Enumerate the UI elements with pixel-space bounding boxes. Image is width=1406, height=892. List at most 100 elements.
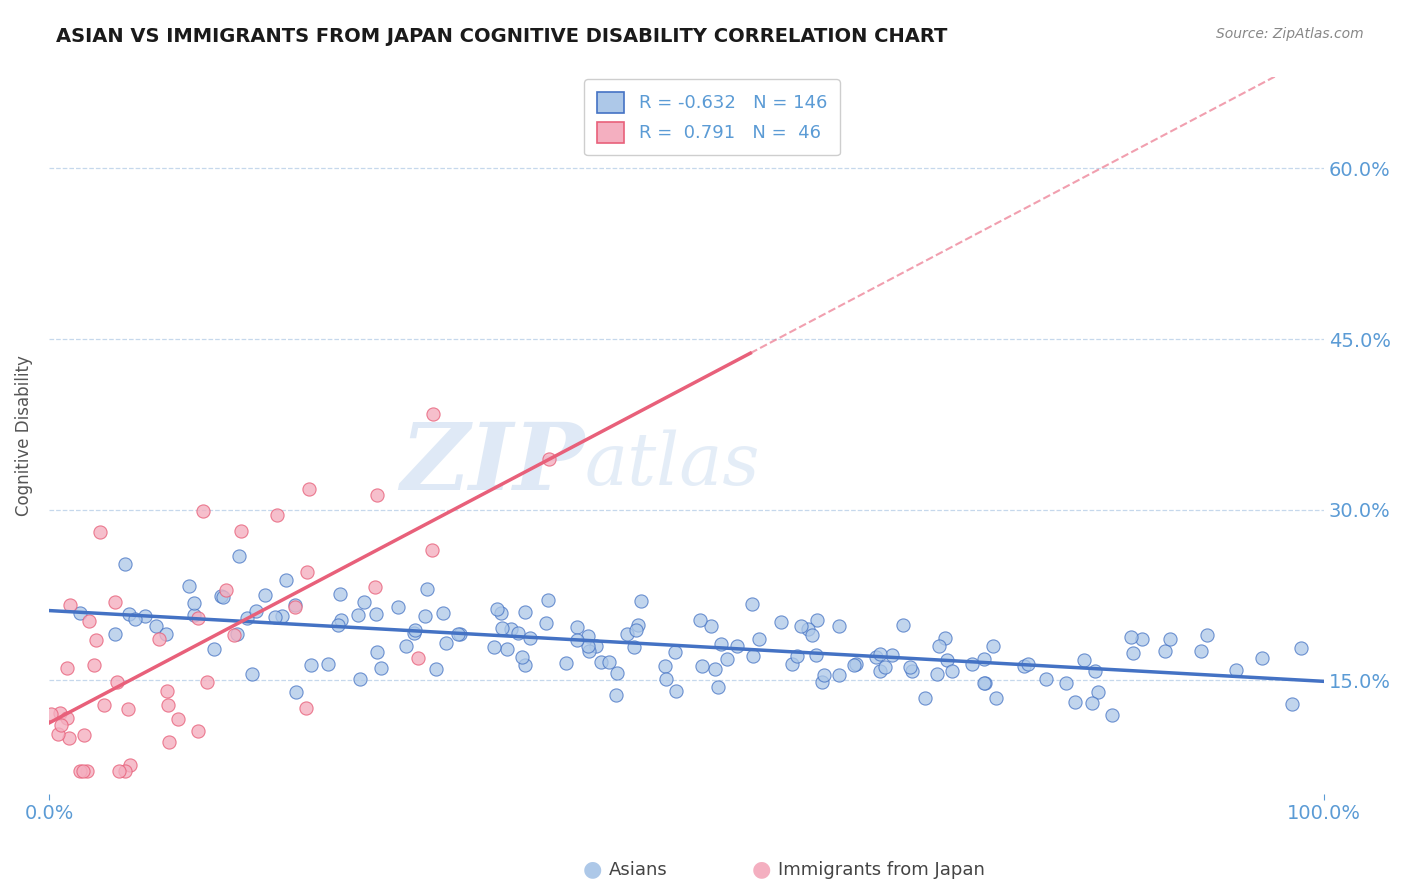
Point — [404, 623, 426, 637]
Point — [326, 617, 349, 632]
Point — [117, 702, 139, 716]
Point — [811, 674, 834, 689]
Point — [742, 648, 765, 663]
Point — [364, 580, 387, 594]
Point — [349, 673, 371, 687]
Point — [118, 607, 141, 621]
Point — [157, 735, 180, 749]
Point — [370, 661, 392, 675]
Point — [271, 609, 294, 624]
Point — [1081, 697, 1104, 711]
Point — [366, 645, 388, 659]
Point — [434, 636, 457, 650]
Point — [936, 653, 959, 667]
Point — [927, 667, 949, 681]
Point — [209, 590, 232, 604]
Point — [118, 758, 141, 772]
Point — [228, 549, 250, 564]
Point — [1251, 650, 1274, 665]
Point — [567, 633, 589, 648]
Point — [284, 685, 307, 699]
Point — [934, 632, 956, 646]
Point — [485, 602, 508, 616]
Point — [806, 648, 828, 662]
Point — [157, 698, 180, 712]
Point — [790, 619, 813, 633]
Point — [928, 639, 950, 653]
Point — [212, 590, 235, 604]
Point — [1087, 685, 1109, 699]
Point — [1281, 698, 1303, 712]
Point — [167, 713, 190, 727]
Point — [1122, 646, 1144, 660]
Point — [578, 644, 600, 658]
Point — [865, 649, 887, 664]
Point — [664, 645, 686, 659]
Point — [748, 632, 770, 647]
Point — [183, 597, 205, 611]
Point — [266, 508, 288, 523]
Point — [89, 524, 111, 539]
Point — [73, 728, 96, 742]
Point — [769, 615, 792, 629]
Point — [187, 723, 209, 738]
Point — [984, 691, 1007, 706]
Point — [974, 676, 997, 690]
Point — [630, 594, 652, 608]
Point — [510, 649, 533, 664]
Point — [973, 652, 995, 666]
Point — [828, 667, 851, 681]
Text: ASIAN VS IMMIGRANTS FROM JAPAN COGNITIVE DISABILITY CORRELATION CHART: ASIAN VS IMMIGRANTS FROM JAPAN COGNITIVE… — [56, 27, 948, 45]
Point — [1225, 663, 1247, 677]
Point — [598, 655, 620, 669]
Point — [299, 658, 322, 673]
Point — [700, 619, 723, 633]
Point — [605, 688, 627, 702]
Point — [46, 726, 69, 740]
Point — [284, 598, 307, 612]
Point — [786, 648, 808, 663]
Point — [484, 640, 506, 654]
Point — [1054, 676, 1077, 690]
Point — [229, 524, 252, 539]
Point — [240, 667, 263, 681]
Point — [565, 620, 588, 634]
Point — [901, 664, 924, 678]
Point — [105, 675, 128, 690]
Point — [449, 626, 471, 640]
Point — [191, 504, 214, 518]
Point — [316, 657, 339, 672]
Point — [1101, 708, 1123, 723]
Point — [134, 609, 156, 624]
Point — [869, 664, 891, 678]
Point — [616, 627, 638, 641]
Point — [420, 542, 443, 557]
Text: ZIP: ZIP — [401, 419, 585, 509]
Point — [707, 680, 730, 694]
Point — [606, 665, 628, 680]
Point — [741, 597, 763, 611]
Point — [1017, 657, 1039, 671]
Point — [432, 606, 454, 620]
Point — [623, 640, 645, 654]
Point — [124, 612, 146, 626]
Point — [513, 657, 536, 672]
Point — [690, 659, 713, 673]
Point — [148, 632, 170, 646]
Point — [489, 606, 512, 620]
Point — [155, 627, 177, 641]
Point — [1084, 664, 1107, 678]
Point — [1130, 632, 1153, 646]
Point — [496, 641, 519, 656]
Point — [941, 665, 963, 679]
Point — [224, 628, 246, 642]
Point — [973, 675, 995, 690]
Point — [366, 488, 388, 502]
Point — [513, 605, 536, 619]
Point — [869, 647, 891, 661]
Point — [981, 640, 1004, 654]
Point — [103, 627, 125, 641]
Point — [56, 660, 79, 674]
Point — [813, 668, 835, 682]
Point — [329, 587, 352, 601]
